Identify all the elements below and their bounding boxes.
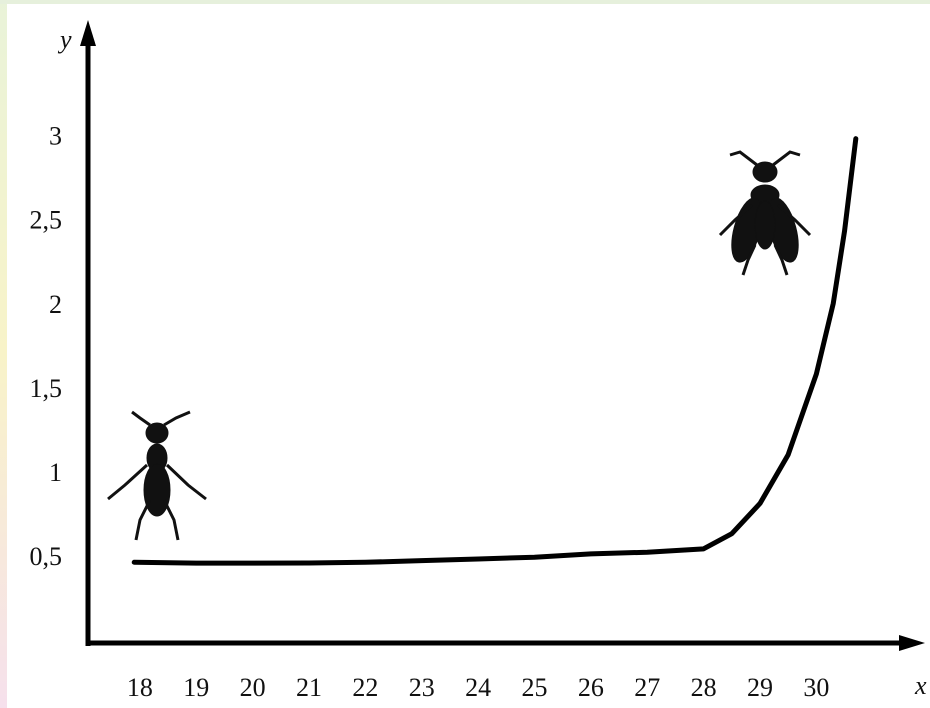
x-axis-label: x [914,671,927,700]
x-tick-label: 23 [409,673,435,702]
x-tick-label: 29 [747,673,773,702]
y-tick-label: 3 [49,122,62,151]
y-tick-label: 0,5 [30,542,63,571]
y-axis-label: y [57,25,72,54]
fly-large [720,152,810,275]
y-tick-label: 2 [49,290,62,319]
x-tick-label: 25 [521,673,547,702]
fly-small [108,412,206,540]
x-tick-label: 28 [691,673,717,702]
x-tick-label: 21 [296,673,322,702]
chart: y x 0,5 1 1,5 2 2,5 3 18 19 20 21 22 23 24 25 26 27 28 29… [0,0,930,708]
y-tick-label: 1,5 [30,374,63,403]
page: y x 0,5 1 1,5 2 2,5 3 18 19 20 21 22 23 24 25 26 27 28 29… [0,0,930,708]
x-axis-arrow [899,635,925,651]
x-tick-label: 19 [183,673,209,702]
x-tick-label: 20 [240,673,266,702]
y-tick-label: 2,5 [30,206,63,235]
x-tick-label: 18 [127,673,153,702]
x-tick-label: 22 [352,673,378,702]
x-tick-label: 24 [465,673,491,702]
x-tick-label: 27 [634,673,660,702]
x-tick-label: 26 [578,673,604,702]
y-axis-arrow [80,20,96,46]
x-tick-label: 30 [803,673,829,702]
y-tick-label: 1 [49,458,62,487]
